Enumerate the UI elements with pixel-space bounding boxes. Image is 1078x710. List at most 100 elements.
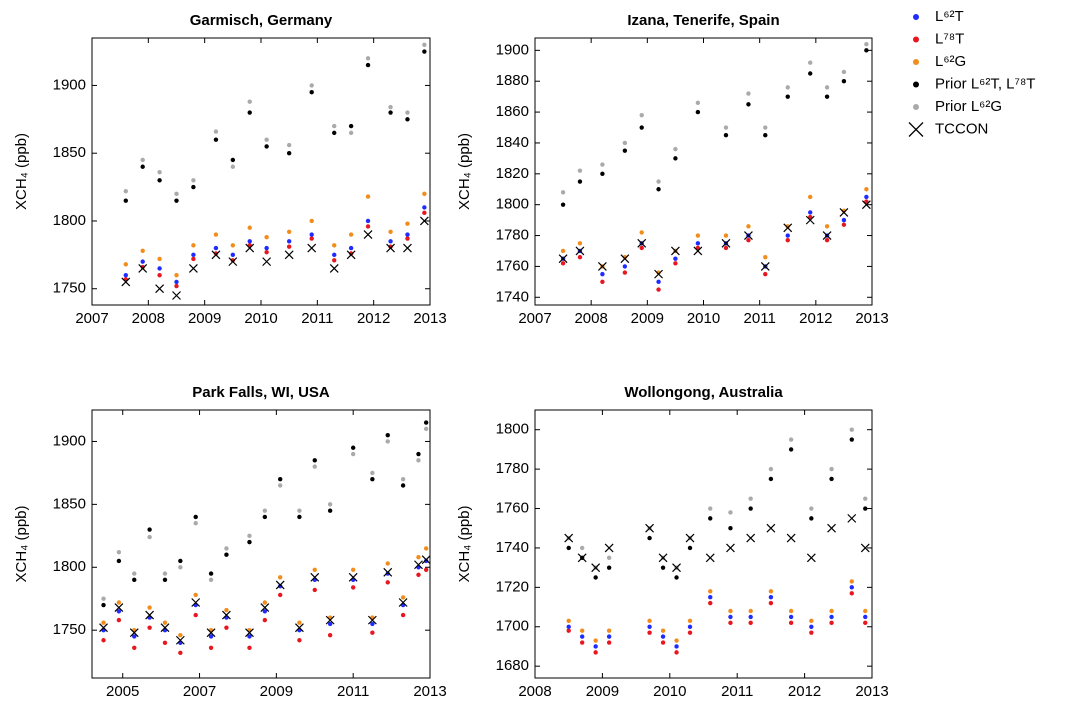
data-point	[808, 71, 813, 76]
x-tick-label: 2007	[518, 310, 551, 327]
data-point	[824, 237, 830, 243]
x-tick-label: 2011	[337, 683, 369, 700]
x-tick-label: 2012	[357, 310, 390, 327]
data-point	[309, 83, 314, 88]
data-point	[606, 565, 612, 570]
data-point	[162, 640, 168, 645]
data-point	[577, 168, 583, 173]
data-point	[748, 614, 753, 620]
data-point	[208, 571, 214, 576]
data-point	[178, 650, 183, 656]
data-point	[405, 110, 410, 115]
data-point	[660, 640, 666, 645]
data-point	[247, 533, 252, 539]
data-point	[278, 477, 283, 482]
data-point	[863, 608, 868, 614]
data-point	[863, 506, 868, 511]
data-point	[262, 600, 268, 605]
x-tick-label: 2009	[188, 310, 221, 327]
data-point	[191, 178, 196, 183]
data-point	[297, 620, 302, 625]
tccon-point	[222, 610, 231, 620]
data-point	[312, 567, 317, 572]
legend-marker	[913, 104, 919, 110]
data-point	[763, 254, 768, 260]
tccon-point	[786, 533, 796, 543]
data-point	[388, 104, 393, 110]
data-point	[213, 137, 219, 142]
data-point	[116, 600, 122, 605]
tccon-point	[721, 238, 731, 248]
data-point	[174, 272, 179, 278]
data-point	[566, 628, 571, 633]
data-point	[763, 125, 768, 130]
data-point	[327, 621, 333, 627]
plot-frame	[534, 37, 873, 306]
data-point	[213, 232, 219, 237]
data-point	[746, 224, 751, 229]
data-point	[674, 638, 679, 643]
data-point	[566, 545, 571, 551]
data-point	[622, 148, 628, 153]
x-tick-label: 2008	[518, 683, 551, 700]
tccon-point	[822, 231, 832, 240]
data-point	[101, 602, 106, 608]
data-point	[763, 133, 768, 138]
data-point	[132, 571, 137, 576]
data-point	[132, 577, 137, 583]
data-point	[262, 514, 268, 520]
data-point	[593, 650, 598, 655]
tccon-point	[783, 223, 793, 233]
data-point	[174, 191, 179, 197]
data-point	[593, 644, 598, 649]
tccon-point	[670, 246, 680, 256]
data-point	[400, 483, 406, 488]
data-point	[566, 624, 571, 629]
data-point	[788, 614, 794, 620]
y-tick-label: 1880	[496, 72, 529, 89]
x-tick-label: 2010	[687, 310, 720, 327]
data-point	[622, 264, 628, 269]
data-point	[579, 634, 585, 639]
data-point	[405, 117, 410, 122]
data-point	[140, 248, 145, 253]
data-point	[262, 609, 268, 614]
tccon-point	[398, 598, 408, 607]
data-point	[264, 245, 269, 251]
legend-marker	[913, 81, 919, 88]
data-point	[849, 427, 854, 432]
legend-label: L⁶²T	[935, 8, 964, 25]
data-point	[147, 605, 152, 610]
data-point	[157, 169, 162, 175]
data-point	[416, 555, 421, 560]
data-point	[388, 239, 393, 244]
data-point	[841, 69, 847, 75]
tccon-point	[744, 231, 753, 240]
data-point	[824, 224, 830, 229]
data-point	[405, 236, 410, 241]
data-point	[423, 546, 429, 551]
data-point	[208, 645, 214, 651]
data-point	[788, 437, 794, 442]
data-point	[327, 502, 333, 507]
x-tick-label: 2008	[132, 310, 165, 327]
panel-title: Park Falls, WI, USA	[192, 384, 330, 401]
x-tick-label: 2013	[413, 310, 446, 327]
data-point	[748, 608, 753, 614]
data-point	[370, 621, 375, 627]
tccon-point	[145, 610, 155, 620]
tccon-point	[403, 243, 412, 253]
tccon-point	[766, 523, 776, 533]
data-point	[264, 137, 269, 142]
tccon-point	[672, 563, 681, 573]
data-point	[213, 129, 219, 134]
tccon-point	[294, 623, 304, 633]
data-point	[695, 245, 701, 251]
data-point	[230, 157, 236, 163]
data-point	[224, 607, 229, 613]
data-point	[695, 233, 701, 238]
data-point	[365, 62, 371, 68]
data-point	[674, 650, 679, 655]
data-point	[422, 210, 427, 216]
